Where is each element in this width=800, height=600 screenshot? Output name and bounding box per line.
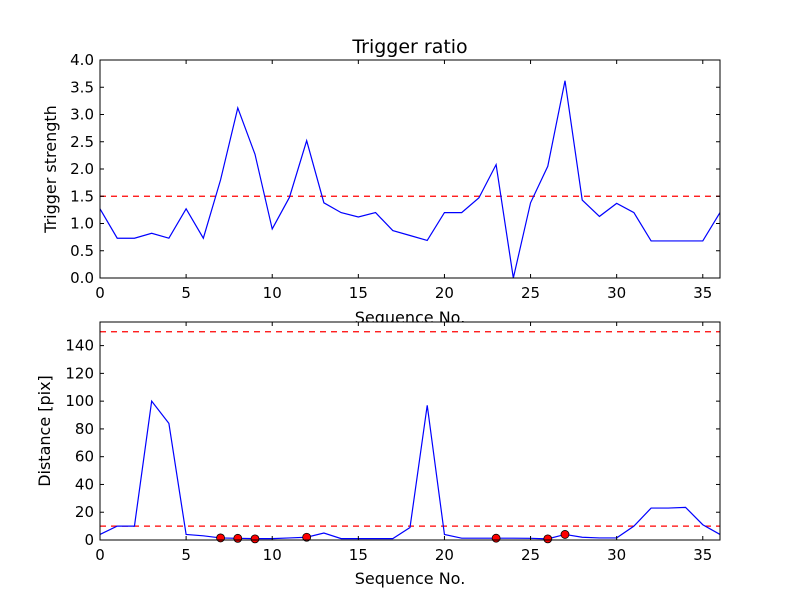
trigger-y-tick-label: 3.5 — [70, 78, 94, 96]
trigger-y-tick-label: 2.5 — [70, 133, 94, 151]
distance-plot-frame — [99, 321, 721, 541]
distance-y-tick-label: 80 — [75, 420, 94, 438]
distance-marker — [233, 533, 243, 543]
distance-x-ticks: 0 5 10 15 20 25 30 35 — [95, 322, 712, 564]
trigger-y-tick-label: 1.5 — [70, 187, 94, 205]
trigger-x-tick-label: 25 — [521, 284, 540, 302]
distance-marker — [560, 530, 570, 539]
distance-y-tick-label: 120 — [65, 364, 94, 382]
trigger-strength-line — [99, 80, 721, 279]
distance-y-tick-label: 140 — [65, 337, 94, 355]
distance-y-tick-label: 60 — [75, 448, 94, 466]
trigger-y-tick-label: 3.0 — [70, 106, 94, 124]
trigger-x-ticks: 0 5 10 15 20 25 30 35 — [95, 60, 712, 302]
distance-x-axis-label: Sequence No. — [355, 569, 466, 588]
distance-plot-area — [100, 322, 720, 540]
trigger-x-tick-label: 35 — [693, 284, 712, 302]
distance-y-tick-label: 40 — [75, 475, 94, 493]
trigger-x-tick-label: 20 — [435, 284, 454, 302]
distance-y-tick-label: 100 — [65, 392, 94, 410]
distance-marker — [250, 534, 260, 544]
distance-x-tick-label: 15 — [349, 546, 368, 564]
trigger-x-tick-label: 10 — [263, 284, 282, 302]
trigger-x-tick-label: 0 — [95, 284, 105, 302]
trigger-y-tick-label: 4.0 — [70, 51, 94, 69]
trigger-y-tick-label: 1.0 — [70, 215, 94, 233]
distance-x-tick-label: 35 — [693, 546, 712, 564]
trigger-y-tick-label: 0.5 — [70, 242, 94, 260]
trigger-x-tick-label: 5 — [181, 284, 191, 302]
distance-x-tick-label: 30 — [607, 546, 626, 564]
trigger-ratio-panel: 0 5 10 15 20 25 30 35 0.0 0.5 1.0 1.5 2.0 2.5 3.0 3.5 4… — [41, 36, 721, 327]
trigger-y-axis-label: Trigger strength — [41, 105, 60, 234]
trigger-y-tick-label: 0.0 — [70, 269, 94, 287]
distance-marker — [216, 533, 225, 543]
distance-panel: 0 5 10 15 20 25 30 35 0 20 40 60 80 100 120 140 Sequen… — [35, 321, 721, 588]
distance-y-ticks: 0 20 40 60 80 100 120 140 — [65, 337, 720, 549]
trigger-y-tick-label: 2.0 — [70, 160, 94, 178]
distance-marker — [491, 533, 501, 543]
distance-marker — [302, 532, 312, 542]
distance-y-axis-label: Distance [pix] — [35, 375, 54, 487]
distance-y-tick-label: 0 — [84, 531, 94, 549]
distance-marker — [543, 534, 553, 544]
distance-x-tick-label: 25 — [521, 546, 540, 564]
distance-x-tick-label: 10 — [263, 546, 282, 564]
trigger-plot-area — [100, 60, 720, 278]
trigger-x-tick-label: 15 — [349, 284, 368, 302]
distance-x-tick-label: 0 — [95, 546, 105, 564]
distance-x-tick-label: 5 — [181, 546, 191, 564]
distance-x-tick-label: 20 — [435, 546, 454, 564]
trigger-x-tick-label: 30 — [607, 284, 626, 302]
distance-y-tick-label: 20 — [75, 503, 94, 521]
trigger-y-ticks: 0.0 0.5 1.0 1.5 2.0 2.5 3.0 3.5 4.0 — [70, 51, 720, 287]
trigger-chart-title: Trigger ratio — [351, 36, 467, 58]
